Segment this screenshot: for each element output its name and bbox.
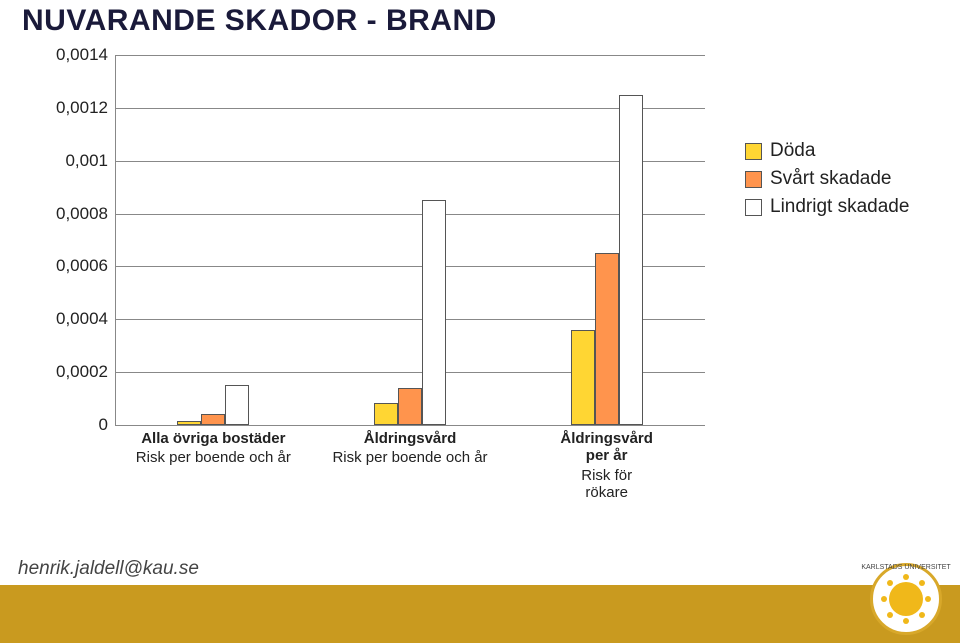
- y-tick-label: 0,0004: [20, 309, 108, 329]
- y-tick-label: 0,0012: [20, 98, 108, 118]
- plot-area: [115, 55, 705, 425]
- y-tick-label: 0,0002: [20, 362, 108, 382]
- logo-text: KARLSTADS UNIVERSITET: [861, 564, 950, 571]
- legend-swatch: [745, 171, 762, 188]
- bar: [595, 253, 619, 425]
- gridline: [115, 425, 705, 426]
- y-tick-label: 0,0008: [20, 204, 108, 224]
- y-tick-label: 0,0014: [20, 45, 108, 65]
- legend-swatch: [745, 143, 762, 160]
- bar: [225, 385, 249, 425]
- x-tick-label: Åldringsvård per årRisk för rökare: [517, 430, 697, 501]
- bar: [619, 95, 643, 425]
- university-logo: KARLSTADS UNIVERSITET: [870, 563, 942, 635]
- y-axis-labels: 00,00020,00040,00060,00080,0010,00120,00…: [20, 55, 110, 425]
- legend-label: Lindrigt skadade: [770, 196, 909, 218]
- bar-chart: 0 0,0002 0,0004 0,0006 0,0008 0,001 0,0012 0,00…: [20, 45, 720, 515]
- legend-label: Svårt skadade: [770, 168, 891, 190]
- y-tick-label: 0,0006: [20, 256, 108, 276]
- footer-bar: [0, 585, 960, 643]
- bar: [422, 200, 446, 425]
- bar: [374, 403, 398, 425]
- y-tick-label: 0,001: [20, 151, 108, 171]
- page-title: NUVARANDE SKADOR - BRAND: [22, 4, 497, 38]
- bar: [201, 414, 225, 425]
- bar: [571, 330, 595, 425]
- y-tick-label: 0: [20, 415, 108, 435]
- bar: [177, 421, 201, 425]
- legend-item: Lindrigt skadade: [745, 196, 909, 218]
- bars-container: [115, 55, 705, 425]
- x-tick-label: Alla övriga bostäderRisk per boende och …: [123, 430, 303, 467]
- legend-label: Döda: [770, 140, 815, 162]
- legend-swatch: [745, 199, 762, 216]
- bar: [398, 388, 422, 425]
- x-tick-label: ÅldringsvårdRisk per boende och år: [320, 430, 500, 467]
- legend: Döda Svårt skadade Lindrigt skadade: [745, 140, 909, 224]
- legend-item: Döda: [745, 140, 909, 162]
- footer-email: henrik.jaldell@kau.se: [18, 558, 199, 580]
- legend-item: Svårt skadade: [745, 168, 909, 190]
- sun-icon: [889, 582, 923, 616]
